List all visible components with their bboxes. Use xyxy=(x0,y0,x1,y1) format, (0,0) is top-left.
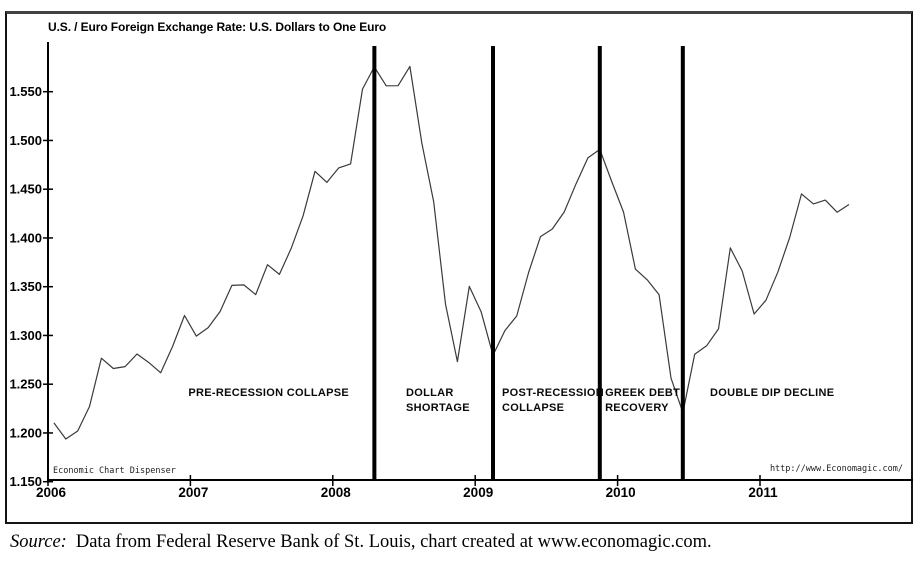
y-tick-label: 1.450 xyxy=(9,182,42,197)
region-label: POST-RECESSION xyxy=(502,387,604,399)
exchange-rate-line xyxy=(53,65,850,440)
x-tick-label: 2010 xyxy=(606,485,636,500)
chart-title: U.S. / Euro Foreign Exchange Rate: U.S. … xyxy=(48,20,387,34)
x-tick-label: 2009 xyxy=(463,485,493,500)
region-label: PRE-RECESSION COLLAPSE xyxy=(188,387,349,399)
source-text: Data from Federal Reserve Bank of St. Lo… xyxy=(75,532,712,552)
y-tick-label: 1.200 xyxy=(9,425,42,440)
y-tick-label: 1.300 xyxy=(9,328,42,343)
region-label: COLLAPSE xyxy=(502,402,564,414)
y-tick-label: 1.500 xyxy=(9,133,42,148)
region-label: SHORTAGE xyxy=(406,402,470,414)
y-tick-label: 1.250 xyxy=(9,377,42,392)
y-tick-label: 1.550 xyxy=(9,84,42,99)
y-tick-label: 1.350 xyxy=(9,279,42,294)
watermark-economagic-url: http://www.Economagic.com/ xyxy=(770,464,903,474)
region-label: GREEK DEBT xyxy=(605,387,680,399)
chart-frame: U.S. / Euro Foreign Exchange Rate: U.S. … xyxy=(5,11,913,524)
x-tick-label: 2011 xyxy=(748,485,778,500)
region-label: DOLLAR xyxy=(406,387,454,399)
x-tick-label: 2007 xyxy=(178,485,208,500)
y-tick-label: 1.150 xyxy=(9,474,42,489)
source-note: Source: Data from Federal Reserve Bank of… xyxy=(10,532,712,553)
source-label: Source: xyxy=(10,532,67,552)
watermark-economic-chart-dispenser: Economic Chart Dispenser xyxy=(53,466,176,476)
region-label: DOUBLE DIP DECLINE xyxy=(710,387,834,399)
region-label: RECOVERY xyxy=(605,402,669,414)
x-tick-label: 2008 xyxy=(321,485,352,500)
x-tick-label: 2006 xyxy=(36,485,67,500)
y-tick-label: 1.400 xyxy=(9,230,42,245)
